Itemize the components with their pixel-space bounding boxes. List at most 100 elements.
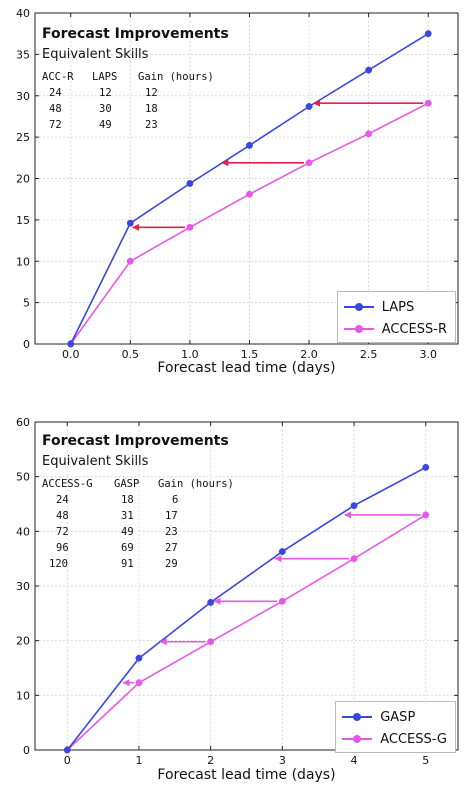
gain-table-cell: 29 xyxy=(165,558,178,570)
gain-table-row: 24 12 12 xyxy=(42,87,214,103)
gain-table-header: ACC-R xyxy=(42,71,74,83)
x-tick-label: 1.0 xyxy=(181,348,199,361)
legend-swatch-access-g xyxy=(342,733,373,745)
x-tick-label: 0.5 xyxy=(122,348,140,361)
y-tick-label: 25 xyxy=(16,131,30,144)
gain-table-header: Gain (hours) xyxy=(138,71,214,83)
y-tick-label: 50 xyxy=(16,471,30,484)
legend-swatch-gasp xyxy=(342,711,373,723)
x-axis-label: Forecast lead time (days) xyxy=(157,767,335,783)
y-tick-label: 30 xyxy=(16,90,30,103)
chart-top-title: Forecast Improvements xyxy=(42,26,229,42)
x-tick-label: 0.0 xyxy=(62,348,80,361)
data-point-access-g xyxy=(135,679,143,687)
data-point-laps xyxy=(365,66,373,74)
gain-table-row: 120 91 29 xyxy=(42,558,234,574)
gain-table-header-row: ACCESS-G GASP Gain (hours) xyxy=(42,478,234,494)
data-point-gasp xyxy=(422,463,430,471)
data-point-gasp xyxy=(350,502,358,510)
gain-table-cell: 49 xyxy=(121,526,134,538)
legend-label: ACCESS-G xyxy=(380,731,447,747)
gain-table-row: 48 31 17 xyxy=(42,510,234,526)
gain-table-header: GASP xyxy=(114,478,140,490)
data-point-access-g xyxy=(207,638,215,646)
data-point-laps xyxy=(67,340,75,348)
data-point-access-r xyxy=(186,223,194,231)
y-tick-label: 40 xyxy=(16,7,30,20)
gain-table-cell: 12 xyxy=(145,87,158,99)
y-tick-label: 20 xyxy=(16,173,30,186)
data-point-laps xyxy=(246,141,253,149)
gain-table-cell: 24 xyxy=(56,494,69,506)
gain-table-cell: 48 xyxy=(56,510,69,522)
gain-table-row: 24 18 6 xyxy=(42,494,234,510)
y-tick-label: 35 xyxy=(16,48,30,61)
legend-swatch-laps xyxy=(343,301,374,313)
data-point-access-g xyxy=(350,555,358,563)
gain-table-cell: 91 xyxy=(121,558,134,570)
data-point-laps xyxy=(186,180,194,187)
chart-bottom-legend: GASP ACCESS-G xyxy=(335,701,456,753)
series-line-gasp xyxy=(66,466,427,751)
gain-table-cell: 17 xyxy=(165,510,178,522)
gain-table-top: ACC-R LAPS Gain (hours) 24 12 12 48 30 1… xyxy=(42,71,214,135)
y-tick-label: 5 xyxy=(23,297,30,310)
data-point-access-r xyxy=(305,159,313,167)
data-point-access-r xyxy=(246,190,253,198)
legend-swatch-access-r xyxy=(343,323,374,335)
gain-table-row: 96 69 27 xyxy=(42,542,234,558)
gain-table-cell: 6 xyxy=(172,494,179,506)
series-line-access-g xyxy=(66,514,427,751)
legend-label: ACCESS-R xyxy=(381,321,447,337)
data-point-access-g xyxy=(278,597,286,605)
data-point-gasp xyxy=(63,746,71,754)
y-tick-label: 40 xyxy=(16,525,30,538)
data-point-access-g xyxy=(422,511,430,519)
x-tick-label: 2 xyxy=(207,754,214,767)
gain-table-cell: 23 xyxy=(145,119,158,131)
gain-table-header: Gain (hours) xyxy=(158,478,234,490)
gain-table-cell: 24 xyxy=(49,87,62,99)
y-tick-label: 30 xyxy=(16,580,30,593)
data-point-access-r xyxy=(424,99,432,107)
gain-table-row: 72 49 23 xyxy=(42,526,234,542)
gain-table-cell: 30 xyxy=(99,103,112,115)
chart-bottom-subtitle: Equivalent Skills xyxy=(42,454,149,469)
gain-table-cell: 96 xyxy=(56,542,69,554)
chart-top-legend: LAPS ACCESS-R xyxy=(336,291,456,343)
gain-table-cell: 18 xyxy=(121,494,134,506)
data-point-access-r xyxy=(126,257,134,265)
data-point-gasp xyxy=(207,598,215,606)
gain-table-cell: 18 xyxy=(145,103,158,115)
data-point-access-r xyxy=(365,130,373,138)
chart-panel-bottom: 0 1 2 3 4 5 0 10 20 30 40 50 60 Forecast lead time (d… xyxy=(0,398,474,792)
data-point-laps xyxy=(305,103,313,110)
x-tick-label: 1.5 xyxy=(241,348,259,361)
y-tick-label: 0 xyxy=(23,744,30,757)
data-point-gasp xyxy=(278,548,286,556)
legend-label: LAPS xyxy=(381,299,415,315)
legend-entry-laps: LAPS xyxy=(343,296,447,318)
x-tick-label: 3.0 xyxy=(419,348,437,361)
chart-panel-top: 0.0 0.5 1.0 1.5 2.0 2.5 3.0 0 5 10 15 20 25 30 35 40 For… xyxy=(0,0,474,385)
gain-table-cell: 72 xyxy=(56,526,69,538)
chart-top-subtitle: Equivalent Skills xyxy=(42,47,149,62)
gain-table-cell: 69 xyxy=(121,542,134,554)
data-point-laps xyxy=(126,219,134,227)
gain-table-row: 72 49 23 xyxy=(42,119,214,135)
x-axis-label: Forecast lead time (days) xyxy=(157,360,335,376)
legend-label: GASP xyxy=(380,709,416,725)
gain-table-cell: 48 xyxy=(49,103,62,115)
gain-table-cell: 49 xyxy=(99,119,112,131)
x-tick-label: 0 xyxy=(64,754,71,767)
gain-table-header-row: ACC-R LAPS Gain (hours) xyxy=(42,71,214,87)
gain-table-cell: 23 xyxy=(165,526,178,538)
gain-table-cell: 120 xyxy=(49,558,68,570)
x-tick-label: 2.0 xyxy=(300,348,318,361)
x-tick-label: 1 xyxy=(135,754,142,767)
legend-entry-gasp: GASP xyxy=(342,706,447,728)
chart-bottom-title: Forecast Improvements xyxy=(42,433,229,449)
legend-entry-access-g: ACCESS-G xyxy=(342,728,447,750)
x-tick-label: 3 xyxy=(279,754,286,767)
